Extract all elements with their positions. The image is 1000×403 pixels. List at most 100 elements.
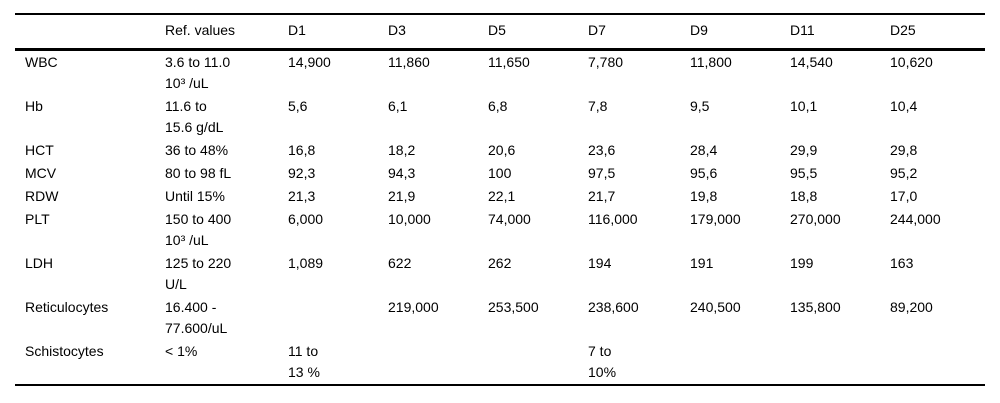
value-cell: 18,8: [790, 188, 818, 204]
value-cell: 253,500: [488, 299, 539, 315]
row-label: HCT: [25, 142, 54, 158]
value-cell: 10,4: [890, 98, 918, 114]
table-header: Ref. values D1 D3 D5 D7 D9 D11 D25: [15, 14, 985, 51]
value-cell: 238,600: [588, 299, 639, 315]
value-cell: [690, 340, 790, 385]
row-label: Hb: [25, 98, 43, 114]
value-cell: 194: [588, 255, 612, 271]
value-cell: 23,6: [588, 142, 616, 158]
column-header: D5: [488, 14, 588, 51]
value-cell: [288, 296, 388, 340]
table-row: Hb 11.6 to 15.6 g/dL 5,6 6,1 6,8 7,8 9,5 10,1 10…: [15, 95, 985, 139]
value-cell: 10,000: [388, 211, 431, 227]
row-label: LDH: [25, 255, 54, 271]
table-row: PLT 150 to 400 10³ /uL 6,000 10,000 74,000 11…: [15, 208, 985, 252]
value-cell: 270,000: [790, 211, 841, 227]
value-cell: 21,9: [388, 188, 416, 204]
value-cell: 262: [488, 255, 512, 271]
ref-value-cell: < 1%: [165, 343, 198, 359]
page: Ref. values D1 D3 D5 D7 D9 D11 D25 WBC 3.6 to 11…: [0, 13, 1000, 403]
table-row: Reticulocytes 16.400 - 77.600/uL 219,000 25…: [15, 296, 985, 340]
value-cell: 28,4: [690, 142, 718, 158]
row-label: Reticulocytes: [25, 299, 109, 315]
value-cell: [890, 340, 985, 385]
value-cell: 92,3: [288, 165, 316, 181]
value-cell: 9,5: [690, 98, 710, 114]
value-cell: [388, 340, 488, 385]
value-cell: 244,000: [890, 211, 941, 227]
value-cell: 14,900: [288, 54, 331, 70]
value-cell: 19,8: [690, 188, 718, 204]
table-row: Schistocytes < 1% 11 to 13 % 7 to 10%: [15, 340, 985, 385]
value-cell: 622: [388, 255, 412, 271]
row-label: Schistocytes: [25, 343, 104, 359]
value-cell: 179,000: [690, 211, 741, 227]
value-cell: 199: [790, 255, 814, 271]
row-label: RDW: [25, 188, 59, 204]
ref-value-cell: 80 to 98 fL: [165, 165, 232, 181]
value-cell: 10,620: [890, 54, 933, 70]
value-cell: 163: [890, 255, 914, 271]
value-cell: 89,200: [890, 299, 933, 315]
ref-value-cell: 36 to 48%: [165, 142, 229, 158]
ref-value-cell: 11.6 to 15.6 g/dL: [165, 98, 224, 135]
value-cell: [790, 340, 890, 385]
table-row: LDH 125 to 220 U/L 1,089 622 262 194 191 199 163: [15, 252, 985, 296]
value-cell: 219,000: [388, 299, 439, 315]
column-header: Ref. values: [165, 14, 288, 51]
column-header: D25: [890, 14, 985, 51]
value-cell: 116,000: [588, 211, 638, 227]
table-row: MCV 80 to 98 fL 92,3 94,3 100 97,5 95,6 95,5 95,…: [15, 162, 985, 185]
value-cell: 7 to 10%: [588, 343, 617, 380]
table-row: RDW Until 15% 21,3 21,9 22,1 21,7 19,8 18,8 17,0: [15, 185, 985, 208]
column-header: D11: [790, 14, 890, 51]
table-row: HCT 36 to 48% 16,8 18,2 20,6 23,6 28,4 29,9 29,8: [15, 139, 985, 162]
value-cell: 14,540: [790, 54, 833, 70]
value-cell: 191: [690, 255, 714, 271]
row-label: MCV: [25, 165, 57, 181]
value-cell: 97,5: [588, 165, 616, 181]
value-cell: 18,2: [388, 142, 416, 158]
value-cell: 240,500: [690, 299, 741, 315]
value-cell: 7,780: [588, 54, 624, 70]
value-cell: 21,3: [288, 188, 316, 204]
value-cell: 6,8: [488, 98, 508, 114]
lab-values-table: Ref. values D1 D3 D5 D7 D9 D11 D25 WBC 3.6 to 11…: [15, 13, 985, 386]
value-cell: 11,650: [488, 54, 530, 70]
table-row: WBC 3.6 to 11.0 10³ /uL 14,900 11,860 11,650…: [15, 50, 985, 96]
value-cell: 16,8: [288, 142, 316, 158]
value-cell: 22,1: [488, 188, 516, 204]
table-body: WBC 3.6 to 11.0 10³ /uL 14,900 11,860 11,650…: [15, 50, 985, 386]
value-cell: 11 to 13 %: [288, 343, 320, 380]
ref-value-cell: 16.400 - 77.600/uL: [165, 299, 228, 336]
column-header: D1: [288, 14, 388, 51]
row-label: WBC: [25, 54, 58, 70]
value-cell: 95,5: [790, 165, 818, 181]
value-cell: 29,8: [890, 142, 918, 158]
value-cell: 7,8: [588, 98, 608, 114]
value-cell: 95,6: [690, 165, 718, 181]
header-row: Ref. values D1 D3 D5 D7 D9 D11 D25: [15, 14, 985, 51]
value-cell: 21,7: [588, 188, 616, 204]
value-cell: 6,000: [288, 211, 324, 227]
ref-value-cell: 3.6 to 11.0 10³ /uL: [165, 54, 231, 91]
value-cell: 100: [488, 165, 512, 181]
corner-header: [15, 14, 165, 51]
value-cell: 5,6: [288, 98, 308, 114]
row-label: PLT: [25, 211, 50, 227]
value-cell: 1,089: [288, 255, 324, 271]
value-cell: 11,800: [690, 54, 732, 70]
value-cell: 6,1: [388, 98, 408, 114]
column-header: D7: [588, 14, 690, 51]
column-header: D9: [690, 14, 790, 51]
value-cell: 17,0: [890, 188, 918, 204]
value-cell: 10,1: [790, 98, 818, 114]
value-cell: 20,6: [488, 142, 516, 158]
value-cell: 135,800: [790, 299, 841, 315]
column-header: D3: [388, 14, 488, 51]
ref-value-cell: 125 to 220 U/L: [165, 255, 232, 292]
value-cell: 11,860: [388, 54, 430, 70]
value-cell: 29,9: [790, 142, 818, 158]
value-cell: 94,3: [388, 165, 416, 181]
ref-value-cell: Until 15%: [165, 188, 225, 204]
